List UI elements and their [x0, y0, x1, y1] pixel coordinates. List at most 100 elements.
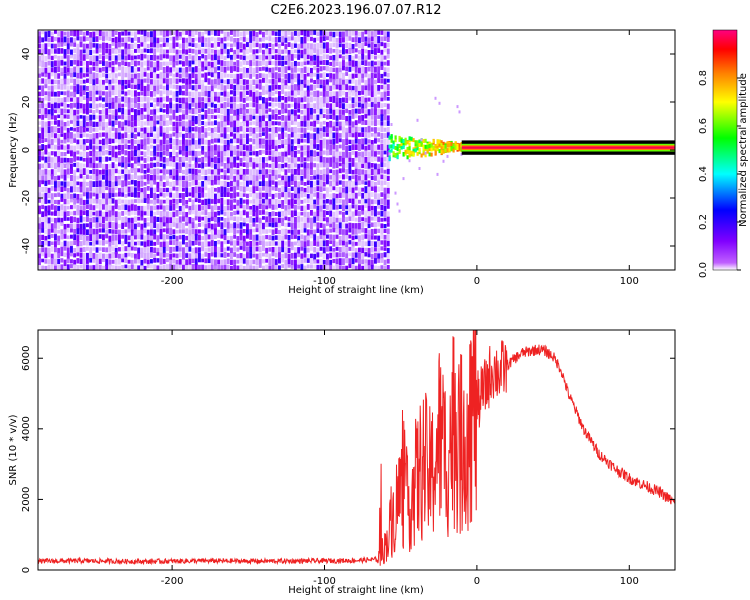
heatmap-cell — [310, 49, 313, 56]
heatmap-cell — [194, 193, 198, 199]
heatmap-cell — [252, 102, 256, 108]
heatmap-cell — [326, 210, 329, 215]
heatmap-cell — [82, 192, 86, 197]
heatmap-cell — [127, 43, 131, 50]
heatmap-cell — [153, 211, 157, 216]
heatmap-cell — [66, 192, 70, 199]
snr-series-line — [38, 330, 675, 566]
heatmap-cell — [258, 37, 262, 42]
heatmap-cell — [204, 85, 208, 92]
heatmap-cell — [130, 127, 134, 133]
heatmap-cell — [188, 240, 192, 247]
heatmap-cell — [351, 241, 355, 247]
heatmap-cell — [118, 103, 121, 110]
heatmap-cell — [38, 150, 41, 156]
heatmap-cell — [284, 49, 288, 54]
heatmap-cell — [172, 84, 176, 89]
heatmap-cell — [246, 204, 249, 210]
heatmap-cell — [185, 192, 189, 197]
heatmap-cell — [374, 182, 377, 189]
heatmap-cell — [335, 246, 339, 251]
heatmap-cell — [130, 240, 134, 248]
heatmap-cell — [345, 72, 349, 76]
heatmap-cell — [220, 222, 224, 230]
heatmap-cell — [124, 55, 128, 61]
heatmap-cell — [370, 54, 374, 59]
heatmap-cell — [424, 153, 427, 158]
heatmap-cell — [440, 140, 443, 145]
heatmap-cell — [60, 108, 64, 116]
heatmap-cell — [271, 78, 275, 85]
heatmap-cell — [127, 31, 131, 36]
heatmap-cell — [66, 168, 70, 175]
heatmap-cell — [246, 145, 249, 153]
heatmap-cell — [191, 204, 195, 211]
heatmap-cell — [137, 60, 141, 66]
heatmap-cell — [345, 151, 349, 159]
heatmap-cell — [377, 247, 381, 254]
heatmap-cell — [153, 234, 157, 240]
heatmap-cell — [194, 73, 198, 79]
heatmap-cell — [153, 180, 157, 185]
heatmap-cell — [214, 42, 217, 49]
heatmap-cell — [63, 234, 67, 239]
heatmap-cell — [108, 163, 112, 169]
heatmap-cell — [162, 144, 166, 151]
heatmap-cell — [367, 54, 371, 60]
heatmap-cell — [306, 168, 310, 175]
heatmap-cell — [194, 253, 198, 259]
heatmap-cell — [73, 37, 77, 43]
heatmap-cell — [175, 246, 179, 252]
heatmap-cell — [252, 42, 256, 48]
heatmap-cell — [63, 157, 67, 163]
heatmap-cell — [201, 192, 205, 198]
heatmap-cell — [306, 204, 310, 210]
heatmap-cell — [326, 114, 329, 120]
heatmap-cell — [140, 108, 144, 115]
heatmap-cell — [265, 222, 269, 228]
heatmap-cell — [278, 43, 281, 49]
heatmap-cell — [159, 114, 163, 122]
heatmap-cell — [361, 144, 365, 150]
heatmap-cell — [383, 199, 387, 206]
heatmap-cell — [316, 217, 320, 222]
heatmap-cell — [255, 163, 259, 168]
heatmap-cell — [255, 49, 259, 54]
heatmap-cell — [178, 85, 182, 93]
heatmap-cell — [182, 222, 185, 230]
heatmap-cell — [47, 91, 51, 97]
heatmap-cell — [252, 180, 256, 188]
heatmap-cell — [105, 169, 109, 176]
heatmap-cell — [185, 212, 189, 218]
heatmap-cell — [410, 150, 413, 155]
heatmap-cell — [182, 247, 185, 254]
heatmap-cell — [210, 162, 214, 168]
heatmap-cell — [63, 259, 67, 266]
heatmap-cell — [255, 241, 259, 246]
heatmap-cell — [284, 108, 288, 114]
heatmap-cell — [326, 132, 329, 137]
heatmap-cell — [210, 108, 214, 114]
heatmap-cell — [38, 229, 41, 234]
heatmap-cell — [386, 144, 390, 152]
heatmap-cell — [159, 247, 163, 252]
heatmap-cell — [408, 149, 411, 154]
heatmap-cell — [70, 37, 73, 44]
heatmap-cell — [358, 247, 361, 253]
heatmap-cell — [345, 61, 349, 66]
heatmap-cell — [86, 127, 89, 132]
heatmap-cell — [82, 133, 86, 137]
heatmap-cell — [38, 103, 41, 109]
heatmap-cell — [297, 157, 301, 162]
heatmap-cell — [236, 96, 240, 103]
heatmap-cell — [220, 259, 224, 267]
heatmap-cell — [300, 61, 304, 67]
heatmap-cell — [271, 37, 275, 43]
heatmap-cell — [345, 54, 349, 60]
heatmap-cell — [169, 36, 173, 41]
heatmap-cell — [57, 138, 61, 146]
heatmap-cell — [166, 90, 169, 97]
heatmap-cell — [86, 258, 89, 264]
heatmap-cell — [54, 66, 57, 73]
heatmap-cell — [361, 91, 365, 95]
